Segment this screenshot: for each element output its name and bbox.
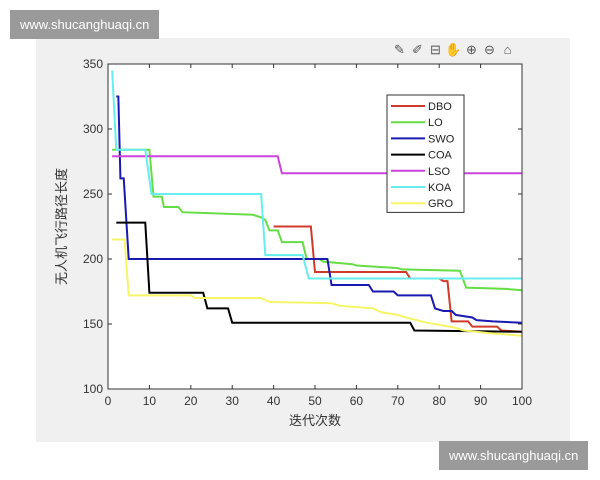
y-tick-label: 350: [83, 57, 103, 71]
figure-toolbar: ✎ ✐ ⊟ ✋ ⊕ ⊖ ⌂: [392, 41, 515, 58]
legend-label-lo: LO: [428, 117, 443, 129]
legend-label-gro: GRO: [428, 198, 454, 210]
brush-icon[interactable]: ✎: [394, 41, 405, 57]
x-tick-label: 80: [433, 394, 447, 408]
legend-label-dbo: DBO: [428, 101, 452, 113]
y-tick-label: 300: [83, 122, 103, 136]
y-tick-label: 200: [83, 252, 103, 266]
y-tick-label: 100: [83, 382, 103, 396]
legend-label-lso: LSO: [428, 166, 450, 178]
figure-window: 0 10 20 30 40 50 60 70 80 90 100 100 150 200 250 300 350…: [36, 38, 570, 442]
data-tip-icon[interactable]: ⊟: [430, 41, 441, 57]
pen-icon[interactable]: ✐: [412, 41, 423, 57]
zoom-out-icon[interactable]: ⊖: [484, 41, 495, 57]
series-line-swo: [116, 95, 523, 324]
watermark-top: www.shucanghuaqi.cn: [10, 10, 160, 39]
x-tick-label: 0: [105, 394, 112, 408]
legend-label-swo: SWO: [428, 133, 455, 145]
x-tick-label: 50: [308, 394, 322, 408]
legend-label-koa: KOA: [428, 182, 452, 194]
x-tick-label: 60: [350, 394, 364, 408]
pan-hand-icon[interactable]: ✋: [445, 41, 462, 57]
series-line-lo: [112, 148, 523, 292]
series-line-koa: [111, 70, 522, 280]
x-tick-label: 30: [226, 394, 240, 408]
x-tick-label: 90: [474, 394, 488, 408]
x-tick-label: 70: [391, 394, 405, 408]
x-tick-label: 20: [184, 394, 198, 408]
axes-box: [107, 63, 523, 390]
legend-label-coa: COA: [428, 150, 453, 162]
series-line-gro: [112, 238, 523, 337]
line-chart: 0 10 20 30 40 50 60 70 80 90 100 100 150 200 250 300 350…: [54, 57, 532, 428]
x-axis-label: 迭代次数: [289, 413, 341, 428]
y-tick-label: 250: [83, 187, 103, 201]
series-line-coa: [116, 221, 523, 333]
x-tick-label: 10: [143, 394, 157, 408]
watermark-bottom: www.shucanghuaqi.cn: [439, 441, 589, 470]
x-tick-label: 100: [512, 394, 532, 408]
x-tick-label: 40: [267, 394, 281, 408]
zoom-in-icon[interactable]: ⊕: [466, 41, 477, 57]
home-icon[interactable]: ⌂: [503, 42, 512, 57]
y-tick-label: 150: [83, 317, 103, 331]
y-axis-label: 无人机飞行路径长度: [54, 168, 69, 285]
